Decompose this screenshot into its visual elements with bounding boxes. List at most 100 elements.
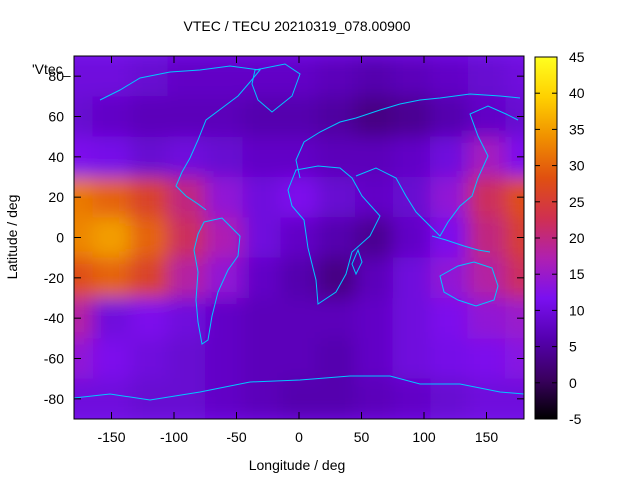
heatmap-cell xyxy=(74,217,94,259)
heatmap-cell xyxy=(355,338,394,380)
colorbar-tick-label: 30 xyxy=(569,158,585,174)
series-label: 'Vtec_ xyxy=(32,61,71,77)
heatmap-cell xyxy=(130,378,169,419)
y-tick-label: 40 xyxy=(48,149,64,165)
heatmap-cell xyxy=(430,298,469,339)
heatmap-cell xyxy=(74,378,94,419)
heatmap-cell xyxy=(467,217,506,259)
heatmap-cell xyxy=(317,56,356,97)
heatmap-cell xyxy=(167,378,206,419)
heatmap-cell xyxy=(74,96,94,138)
heatmap-cell xyxy=(280,338,319,380)
heatmap-cell xyxy=(355,217,394,259)
heatmap-cell xyxy=(355,136,394,178)
heatmap-cell xyxy=(130,298,169,339)
heatmap-cell xyxy=(92,136,131,178)
heatmap-cell xyxy=(467,96,506,138)
heatmap-grid xyxy=(74,56,524,419)
heatmap-cell xyxy=(280,298,319,339)
heatmap-cell xyxy=(74,136,94,178)
heatmap-cell xyxy=(242,217,281,259)
y-tick-label: 0 xyxy=(56,230,64,246)
y-tick-label: 80 xyxy=(48,68,64,84)
heatmap-cell xyxy=(430,136,469,178)
heatmap-cell xyxy=(392,136,431,178)
x-tick-label: -100 xyxy=(160,429,188,445)
heatmap-cell xyxy=(92,257,131,299)
heatmap-cell xyxy=(467,338,506,380)
heatmap-cell xyxy=(205,96,244,138)
heatmap-cell xyxy=(505,378,524,419)
heatmap-cell xyxy=(355,257,394,299)
heatmap-cell xyxy=(205,217,244,259)
heatmap-cell xyxy=(317,298,356,339)
heatmap-cell xyxy=(167,217,206,259)
heatmap-cell xyxy=(92,338,131,380)
y-axis-label: Latitude / deg xyxy=(4,195,20,280)
heatmap-cell xyxy=(430,257,469,299)
heatmap-cell xyxy=(242,298,281,339)
heatmap-cell xyxy=(505,298,524,339)
heatmap-cell xyxy=(167,338,206,380)
heatmap-cell xyxy=(167,257,206,299)
x-axis-ticks: -150 -100 -50 0 50 100 150 xyxy=(97,56,498,445)
y-tick-label: -20 xyxy=(44,270,64,286)
heatmap-cell xyxy=(317,338,356,380)
heatmap-cell xyxy=(205,136,244,178)
coastline-australia xyxy=(439,261,499,307)
y-tick-label: -60 xyxy=(44,351,64,367)
colorbar-tick-label: 0 xyxy=(569,375,577,391)
coastlines xyxy=(74,63,524,401)
colorbar-tick-label: -5 xyxy=(569,411,582,427)
heatmap-cell xyxy=(280,177,319,218)
heatmap-cell xyxy=(92,298,131,339)
heatmap-cell xyxy=(467,136,506,178)
heatmap-cell xyxy=(92,217,131,259)
heatmap-cell xyxy=(505,257,524,299)
heatmap-cell xyxy=(205,338,244,380)
colorbar-tick-label: 5 xyxy=(569,339,577,355)
colorbar-tick-label: 25 xyxy=(569,194,585,210)
heatmap-cell xyxy=(355,378,394,419)
heatmap-cell xyxy=(392,56,431,97)
heatmap-cell xyxy=(167,96,206,138)
heatmap-cell xyxy=(205,177,244,218)
heatmap-cell xyxy=(467,177,506,218)
heatmap-cell xyxy=(505,56,524,97)
heatmap-cell xyxy=(392,298,431,339)
heatmap-cell xyxy=(167,136,206,178)
heatmap-cell xyxy=(467,298,506,339)
x-tick-label: -50 xyxy=(226,429,246,445)
heatmap-cell xyxy=(280,136,319,178)
heatmap-cell xyxy=(430,96,469,138)
heatmap-cell xyxy=(355,56,394,97)
heatmap-cell xyxy=(355,298,394,339)
heatmap-cell xyxy=(74,338,94,380)
heatmap-cell xyxy=(242,56,281,97)
heatmap-cell xyxy=(242,177,281,218)
heatmap-cell xyxy=(317,96,356,138)
coastline-asia xyxy=(355,105,519,237)
heatmap-cell xyxy=(430,56,469,97)
heatmap-cell xyxy=(167,177,206,218)
coastline-europe xyxy=(295,93,521,179)
colorbar-tick-label: 35 xyxy=(569,121,585,137)
heatmap-cell xyxy=(280,257,319,299)
heatmap-cell xyxy=(317,257,356,299)
colorbar-tick-label: 15 xyxy=(569,266,585,282)
heatmap-cell xyxy=(130,257,169,299)
y-tick-label: 20 xyxy=(48,189,64,205)
x-tick-label: -150 xyxy=(97,429,125,445)
heatmap-cell xyxy=(74,257,94,299)
heatmap-cell xyxy=(92,177,131,218)
heatmap-cell xyxy=(467,257,506,299)
heatmap-cell xyxy=(317,378,356,419)
heatmap-cell xyxy=(242,338,281,380)
heatmap-cell xyxy=(505,217,524,259)
heatmap-cell xyxy=(505,338,524,380)
heatmap-cell xyxy=(505,177,524,218)
heatmap-cell xyxy=(130,217,169,259)
heatmap-cell xyxy=(430,217,469,259)
coastline-indonesia xyxy=(431,235,491,253)
